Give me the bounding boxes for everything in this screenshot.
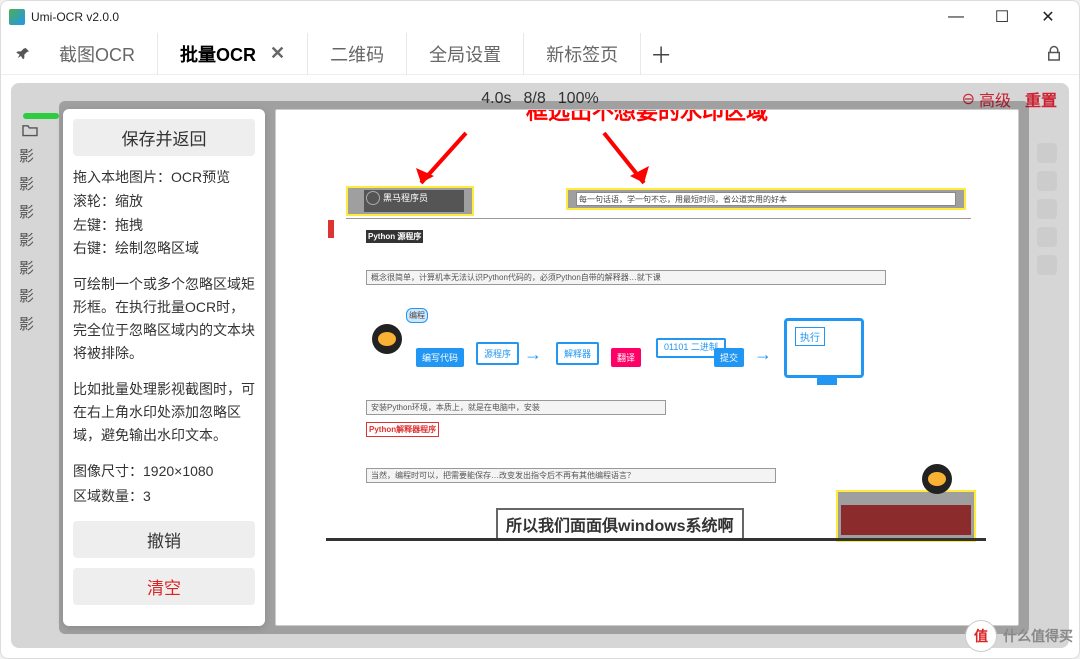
tab-screenshot-ocr[interactable]: 截图OCR: [37, 33, 158, 75]
monkey-icon: [366, 320, 408, 362]
flow-step: 翻译: [611, 348, 641, 367]
watermark-icon: 值: [965, 620, 997, 652]
hint-para: 可绘制一个或多个忽略区域矩形框。在执行批量OCR时，完全位于忽略区域内的文本块将…: [73, 273, 255, 365]
file-list: 影 影 影 影 影 影 影: [19, 143, 49, 339]
modal-overlay: 保存并返回 拖入本地图片：OCR预览 滚轮：缩放 左键：拖拽 右键：绘制忽略区域…: [59, 101, 1029, 634]
folder-icon[interactable]: [21, 123, 39, 142]
save-return-button[interactable]: 保存并返回: [73, 119, 255, 156]
app-icon: [9, 9, 25, 25]
reset-button[interactable]: 重置: [1025, 87, 1057, 111]
size-label: 图像尺寸：: [73, 463, 143, 479]
arrow-icon: →: [524, 344, 542, 365]
tab-label: 新标签页: [546, 41, 618, 67]
banner-box: [841, 505, 971, 535]
hint-line: 拖入本地图片：OCR预览: [73, 166, 255, 190]
hint-para: 比如批量处理影视截图时，可在右上角水印处添加忽略区域，避免输出水印文本。: [73, 378, 255, 447]
text-line: 概念很简单，计算机本无法认识Python代码的，必须Python自带的解释器…就…: [366, 270, 886, 285]
progress-bar: [23, 113, 59, 119]
content-area: 4.0s 8/8 100% ⊖高级 重置 影 影 影 影 影 影 影: [11, 83, 1069, 648]
watermark-text: 什么值得买: [1003, 626, 1073, 646]
close-button[interactable]: ✕: [1025, 1, 1071, 33]
tab-bar: 截图OCR 批量OCR ✕ 二维码 全局设置 新标签页 ＋: [1, 33, 1079, 75]
thumb-item[interactable]: [1037, 171, 1057, 191]
big-caption: 所以我们面面俱windows系统啊: [496, 508, 744, 540]
flow-step: 编写代码: [416, 348, 464, 367]
text-line: Python解释器程序: [366, 422, 439, 437]
annotation-text: 框选出不想要的水印区域: [522, 109, 772, 126]
flow-step: 解释器: [556, 342, 599, 365]
image-info: 图像尺寸：1920×1080 区域数量：3: [73, 459, 255, 509]
side-panel: 保存并返回 拖入本地图片：OCR预览 滚轮：缩放 左键：拖拽 右键：绘制忽略区域…: [63, 109, 265, 626]
tab-qrcode[interactable]: 二维码: [308, 33, 407, 75]
preview-canvas[interactable]: 框选出不想要的水印区域 黑马程序员 每一句话语，学一句不忘，用最短时间，省公道实…: [275, 109, 1019, 626]
arrow-icon: →: [754, 344, 772, 365]
text-line: 当然，编程时可以，把需要能保存…改变发出指令后不再有其他编程语言？: [366, 468, 776, 483]
add-tab-button[interactable]: ＋: [641, 38, 681, 70]
thought-bubble: 编程: [406, 308, 428, 323]
python-label: Python 源程序: [366, 230, 423, 243]
monkey-icon: [916, 460, 958, 502]
tab-batch-ocr[interactable]: 批量OCR ✕: [158, 33, 308, 75]
monitor-icon: 执行: [784, 318, 864, 378]
tab-close-icon[interactable]: ✕: [270, 43, 285, 64]
clear-button[interactable]: 清空: [73, 568, 255, 605]
app-title: Umi-OCR v2.0.0: [31, 10, 933, 24]
thumb-item[interactable]: [1037, 255, 1057, 275]
red-marker: [328, 220, 334, 238]
tab-label: 批量OCR: [180, 41, 256, 67]
tab-label: 截图OCR: [59, 41, 135, 67]
hint-line: 右键：绘制忽略区域: [73, 237, 255, 261]
exec-label: 执行: [795, 327, 825, 346]
hint-line: 左键：拖拽: [73, 214, 255, 238]
window-controls: — ☐ ✕: [933, 1, 1071, 33]
minimize-button[interactable]: —: [933, 1, 979, 33]
tab-label: 全局设置: [429, 41, 501, 67]
thumb-item[interactable]: [1037, 199, 1057, 219]
list-item[interactable]: 影: [19, 227, 49, 255]
lock-icon[interactable]: [1045, 45, 1063, 68]
hint-line: 滚轮：缩放: [73, 190, 255, 214]
logo-box: 黑马程序员: [364, 190, 464, 212]
list-item[interactable]: 影: [19, 199, 49, 227]
list-item[interactable]: 影: [19, 255, 49, 283]
text-line: 安装Python环境，本质上，就是在电脑中，安装: [366, 400, 666, 415]
thumb-item[interactable]: [1037, 143, 1057, 163]
flow-step: 提交: [714, 348, 744, 367]
text-box: 每一句话语，学一句不忘，用最短时间，省公道实用的好本: [576, 192, 956, 206]
tab-global-settings[interactable]: 全局设置: [407, 33, 524, 75]
tab-label: 二维码: [330, 41, 384, 67]
list-item[interactable]: 影: [19, 283, 49, 311]
tab-new[interactable]: 新标签页: [524, 33, 641, 75]
maximize-button[interactable]: ☐: [979, 1, 1025, 33]
list-item[interactable]: 影: [19, 311, 49, 339]
list-item[interactable]: 影: [19, 143, 49, 171]
flow-step: 源程序: [476, 342, 519, 365]
thumb-item[interactable]: [1037, 227, 1057, 247]
undo-button[interactable]: 撤销: [73, 521, 255, 558]
count-label: 区域数量：: [73, 488, 143, 504]
app-window: Umi-OCR v2.0.0 — ☐ ✕ 截图OCR 批量OCR ✕ 二维码 全…: [0, 0, 1080, 659]
size-value: 1920×1080: [143, 463, 213, 479]
watermark: 值 什么值得买: [965, 620, 1073, 652]
pin-icon[interactable]: [9, 46, 37, 62]
titlebar: Umi-OCR v2.0.0 — ☐ ✕: [1, 1, 1079, 33]
count-value: 3: [143, 488, 151, 504]
list-item[interactable]: 影: [19, 171, 49, 199]
right-thumb-list: [1037, 143, 1061, 275]
